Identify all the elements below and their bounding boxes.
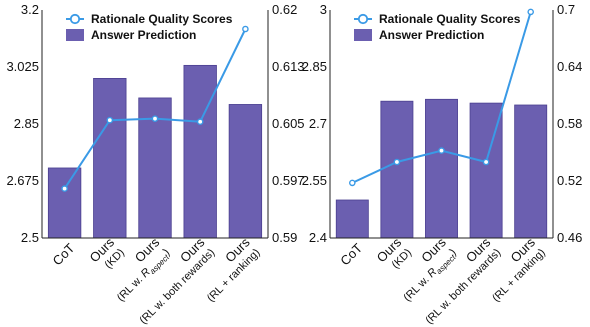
bar <box>335 199 369 239</box>
legend-label-rationale: Rationale Quality Scores <box>91 12 233 26</box>
y-left-tick-label: 3.2 <box>21 2 39 17</box>
x-tick-sub-end: ) <box>448 247 459 258</box>
y-left-tick-label: 2.55 <box>302 173 327 188</box>
y-left-tick-label: 3.025 <box>6 59 39 74</box>
bar <box>47 167 82 239</box>
bar <box>380 100 414 239</box>
chart-1: 2.5 2.675 2.85 3.025 3.2 0.59 0.597 0.605 0.613 0… <box>6 2 304 327</box>
y-right-tick-label: 0.64 <box>557 59 582 74</box>
legend-line-marker <box>357 13 369 25</box>
legend-label-answer: Answer Prediction <box>91 28 196 42</box>
legend-bar-swatch <box>66 29 84 41</box>
y-left-tick-label: 2.675 <box>6 173 39 188</box>
legend-bar-swatch <box>354 29 372 41</box>
y-left-tick-label: 2.85 <box>14 116 39 131</box>
y-left-tick-label: 2.4 <box>309 230 327 245</box>
x-tick-sub: (RL w. both rewards) <box>137 247 217 327</box>
x-tick-label: CoT <box>50 240 78 268</box>
x-tick-sub-text: (RL w. both rewards) <box>137 247 217 327</box>
y-right-tick-label: 0.613 <box>272 59 305 74</box>
line-point <box>242 25 249 33</box>
x-tick-sub-end: ) <box>161 247 172 258</box>
line-point <box>106 116 114 124</box>
y-right-tick-label: 0.58 <box>557 116 582 131</box>
bar <box>183 64 217 239</box>
line-point <box>348 179 356 187</box>
line-point <box>61 185 68 192</box>
bar <box>93 78 127 239</box>
y-right-tick-label: 0.46 <box>557 230 582 245</box>
y-right-tick-label: 0.62 <box>272 2 297 17</box>
y-right-tick-label: 0.59 <box>272 230 297 245</box>
legend-label-answer: Answer Prediction <box>379 28 484 42</box>
x-tick-label: CoT <box>337 240 365 268</box>
y-left-tick-label: 2.85 <box>302 59 327 74</box>
y-right-tick-label: 0.605 <box>272 116 305 131</box>
y-right-tick-label: 0.7 <box>557 2 575 17</box>
legend-label-rationale: Rationale Quality Scores <box>379 12 521 26</box>
y-right-tick-label: 0.597 <box>272 173 305 188</box>
line-point <box>438 147 445 154</box>
x-tick-label: Ours(KD) <box>87 234 127 271</box>
y-left-tick-label: 3 <box>320 2 327 17</box>
line-point <box>482 158 490 166</box>
x-tick-main: CoT <box>337 240 365 268</box>
x-tick-main: CoT <box>50 240 78 268</box>
legend-line-marker <box>69 13 81 25</box>
y-left-tick-label: 2.7 <box>309 116 327 131</box>
bar <box>425 98 458 239</box>
y-right-tick-label: 0.52 <box>557 173 582 188</box>
line-point <box>527 8 535 16</box>
line-point <box>393 158 401 166</box>
line-point <box>151 115 159 122</box>
line-point <box>196 118 204 126</box>
bar <box>514 104 548 239</box>
y-left-tick-label: 2.5 <box>21 230 39 245</box>
x-tick-label: Ours(KD) <box>374 234 414 271</box>
chart-2: 2.4 2.55 2.7 2.85 3 0.46 0.52 0.58 0.64 0.7 Ration… <box>302 2 583 327</box>
bar <box>228 104 263 239</box>
